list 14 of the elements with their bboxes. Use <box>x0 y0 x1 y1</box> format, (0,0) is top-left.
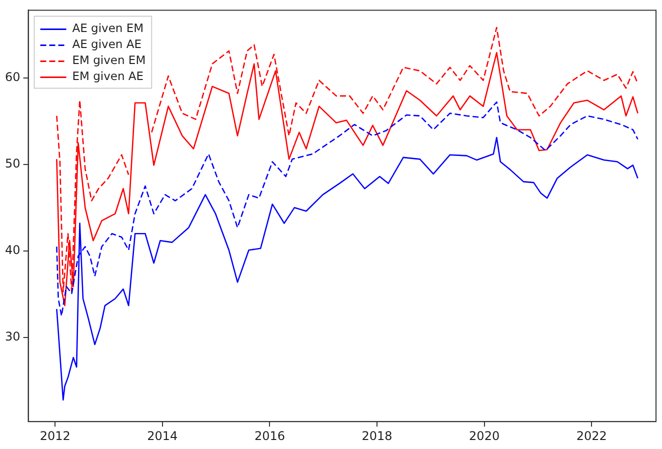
y-tick-label: 40 <box>4 243 20 258</box>
x-tick-label: 2016 <box>254 428 285 443</box>
legend-label: EM given EM <box>72 53 146 68</box>
legend-label: EM given AE <box>72 69 144 84</box>
y-tick-label: 30 <box>4 330 20 344</box>
x-tick-label: 2018 <box>362 428 392 443</box>
x-tick-label: 2022 <box>576 428 607 443</box>
y-tick-label: 60 <box>4 70 20 84</box>
y-tick-label: 50 <box>4 156 20 170</box>
x-tick-label: 2020 <box>469 428 500 443</box>
legend-label: AE given EM <box>72 21 144 36</box>
x-tick-label: 2014 <box>147 428 178 443</box>
legend-label: AE given AE <box>72 37 142 52</box>
x-tick-label: 2012 <box>40 428 70 443</box>
